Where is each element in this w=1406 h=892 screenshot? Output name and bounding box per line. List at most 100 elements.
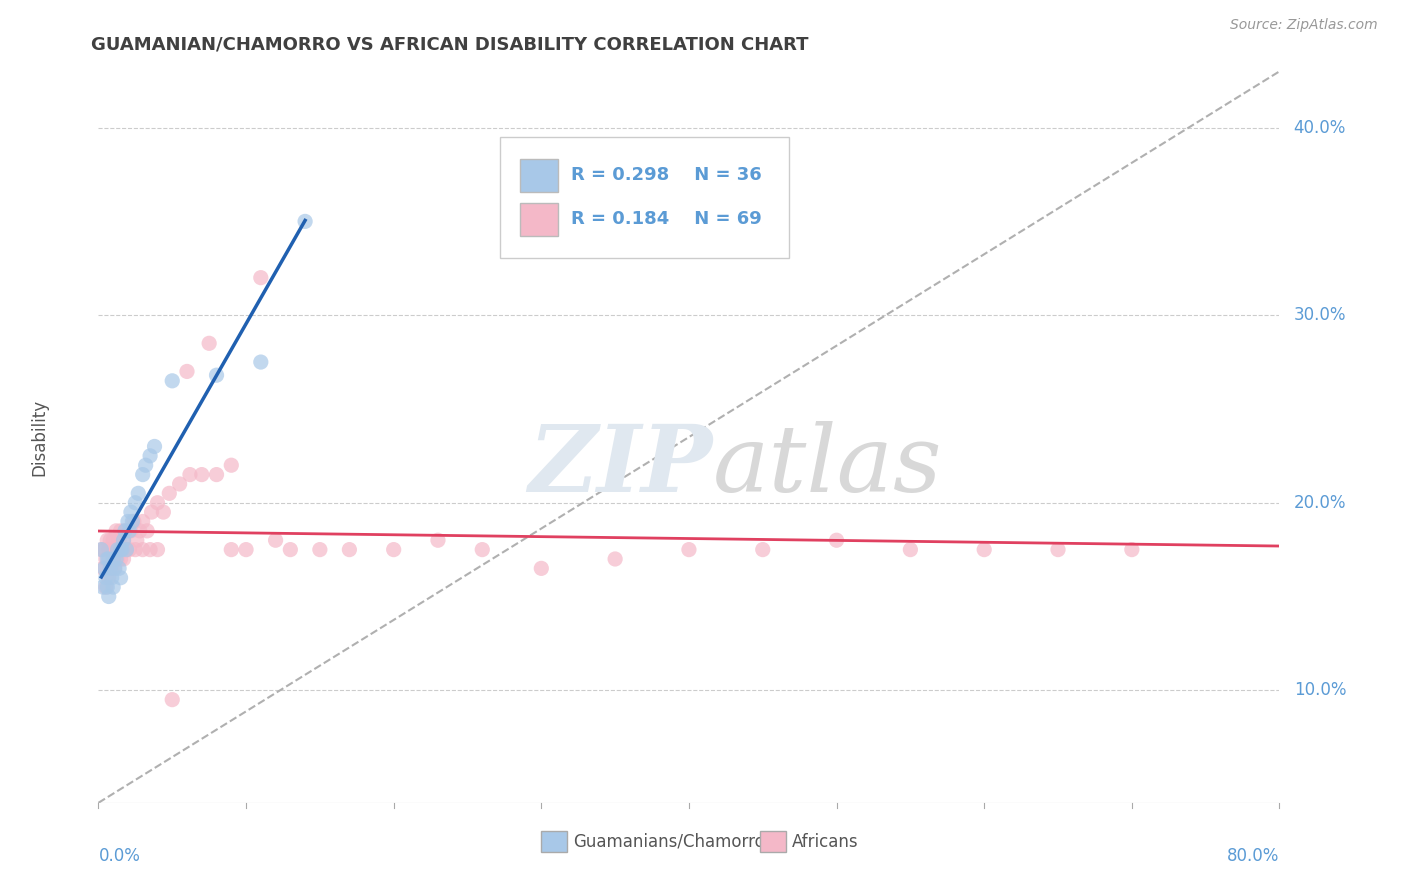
Point (94, 580, 117, 594)
Point (124, 542, 146, 557)
Point (205, 467, 228, 482)
FancyBboxPatch shape (520, 203, 558, 235)
FancyBboxPatch shape (520, 159, 558, 192)
Point (121, 515, 143, 529)
Point (103, 552, 125, 566)
Text: 30.0%: 30.0% (1294, 306, 1346, 324)
Point (112, 533, 135, 548)
Point (678, 542, 700, 557)
Point (132, 515, 155, 529)
Point (1046, 542, 1070, 557)
Point (825, 533, 848, 548)
Point (90, 542, 112, 557)
Point (136, 524, 159, 538)
Point (135, 458, 157, 473)
Point (110, 552, 132, 566)
Text: R = 0.298    N = 36: R = 0.298 N = 36 (571, 166, 762, 185)
Point (108, 533, 131, 548)
Point (97, 542, 120, 557)
Point (118, 542, 141, 557)
Text: Africans: Africans (792, 832, 858, 851)
Text: Guamanians/Chamorros: Guamanians/Chamorros (574, 832, 773, 851)
Text: 80.0%: 80.0% (1227, 847, 1279, 864)
Point (115, 542, 138, 557)
Point (97, 590, 120, 604)
Point (309, 542, 332, 557)
Point (110, 524, 132, 538)
Point (221, 542, 243, 557)
Point (120, 505, 142, 519)
Point (104, 542, 127, 557)
Point (132, 467, 155, 482)
Point (96, 552, 118, 566)
Point (146, 542, 169, 557)
Point (124, 496, 146, 510)
Point (132, 542, 155, 557)
Point (97, 552, 120, 566)
Point (115, 542, 138, 557)
Point (114, 524, 136, 538)
Point (176, 364, 198, 378)
Point (110, 571, 132, 585)
Point (98, 533, 121, 548)
FancyBboxPatch shape (759, 831, 786, 852)
Point (122, 515, 145, 529)
Point (96, 533, 118, 548)
Point (107, 552, 129, 566)
Point (97, 571, 120, 585)
Point (752, 542, 775, 557)
Point (128, 524, 150, 538)
Point (104, 561, 127, 575)
Point (91, 561, 114, 575)
Point (115, 542, 138, 557)
Point (94, 571, 117, 585)
Point (114, 524, 136, 538)
FancyBboxPatch shape (541, 831, 567, 852)
Point (108, 561, 131, 575)
Point (118, 524, 141, 538)
Point (162, 374, 183, 388)
Text: ZIP: ZIP (529, 421, 713, 511)
Point (169, 477, 191, 491)
Point (973, 542, 995, 557)
Point (105, 552, 128, 566)
Point (146, 496, 169, 510)
Point (250, 270, 273, 285)
Text: atlas: atlas (713, 421, 942, 511)
Point (250, 355, 273, 369)
Point (235, 542, 257, 557)
Point (104, 561, 127, 575)
Point (96, 580, 118, 594)
Point (139, 449, 162, 463)
FancyBboxPatch shape (501, 137, 789, 258)
Point (120, 524, 142, 538)
Point (530, 561, 553, 575)
Point (162, 692, 183, 706)
Point (105, 524, 128, 538)
Point (112, 533, 135, 548)
Text: R = 0.184    N = 69: R = 0.184 N = 69 (571, 211, 762, 228)
Point (471, 542, 494, 557)
Point (191, 467, 214, 482)
Text: 0.0%: 0.0% (98, 847, 141, 864)
Point (90, 542, 112, 557)
Point (179, 467, 201, 482)
Text: 20.0%: 20.0% (1294, 494, 1346, 512)
Point (157, 486, 180, 500)
Point (294, 214, 316, 228)
Point (91, 580, 114, 594)
Text: Source: ZipAtlas.com: Source: ZipAtlas.com (1230, 18, 1378, 32)
Point (152, 505, 174, 519)
Point (94, 552, 117, 566)
Point (141, 505, 163, 519)
Point (264, 533, 287, 548)
Point (339, 542, 361, 557)
Point (117, 515, 139, 529)
Point (143, 440, 166, 454)
Point (100, 561, 122, 575)
Point (117, 524, 139, 538)
Point (98, 561, 121, 575)
Point (103, 580, 125, 594)
Text: GUAMANIAN/CHAMORRO VS AFRICAN DISABILITY CORRELATION CHART: GUAMANIAN/CHAMORRO VS AFRICAN DISABILITY… (91, 36, 808, 54)
Point (107, 542, 129, 557)
